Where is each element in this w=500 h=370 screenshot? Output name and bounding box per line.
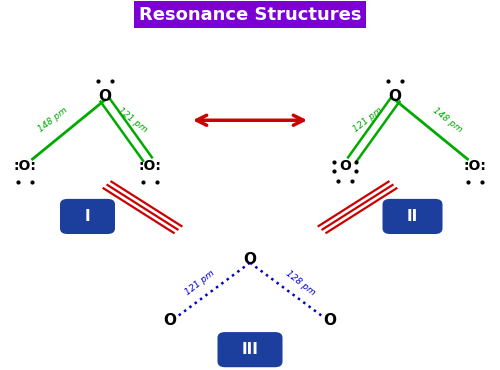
Text: 148 pm: 148 pm xyxy=(431,106,464,134)
Text: 148 pm: 148 pm xyxy=(36,106,69,134)
Text: 128 pm: 128 pm xyxy=(284,269,316,297)
FancyBboxPatch shape xyxy=(60,199,115,234)
Text: O: O xyxy=(244,252,256,266)
Text: O: O xyxy=(339,159,351,174)
Text: II: II xyxy=(407,209,418,224)
Text: O: O xyxy=(164,313,176,327)
Text: 121 pm: 121 pm xyxy=(351,106,384,134)
Text: :O:: :O: xyxy=(464,159,486,174)
Text: :O:: :O: xyxy=(14,159,36,174)
Text: :O:: :O: xyxy=(138,159,162,174)
Text: III: III xyxy=(242,342,258,357)
Text: 121 pm: 121 pm xyxy=(184,269,216,297)
FancyBboxPatch shape xyxy=(218,332,282,367)
Text: O: O xyxy=(324,313,336,327)
Text: O: O xyxy=(98,89,112,104)
Text: 121 pm: 121 pm xyxy=(116,106,149,134)
FancyBboxPatch shape xyxy=(382,199,442,234)
Text: O: O xyxy=(388,89,402,104)
Text: Resonance Structures: Resonance Structures xyxy=(139,6,361,24)
Text: I: I xyxy=(84,209,90,224)
